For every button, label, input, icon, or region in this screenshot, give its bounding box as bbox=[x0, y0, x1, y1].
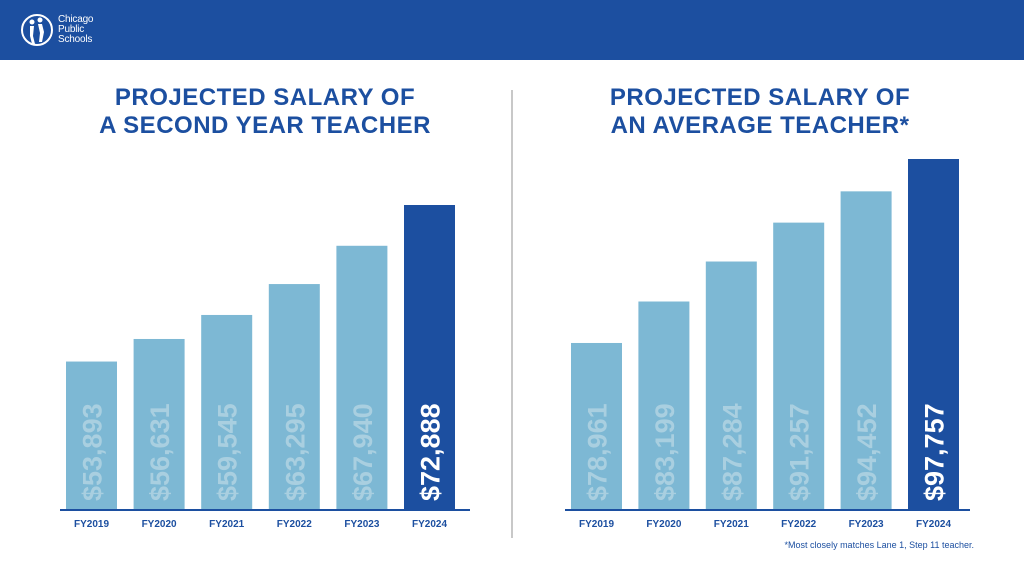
chart-title-average: PROJECTED SALARY OF AN AVERAGE TEACHER* bbox=[520, 84, 1000, 140]
chart-title-line-2: AN AVERAGE TEACHER* bbox=[610, 112, 910, 139]
bar-second-year-fy2024 bbox=[404, 205, 455, 509]
x-tick-label-average: FY2019 bbox=[579, 519, 614, 530]
chart-title-line-1: PROJECTED SALARY OF bbox=[114, 84, 416, 111]
chart-title-line-2: A SECOND YEAR TEACHER bbox=[99, 112, 431, 139]
x-tick-label-second-year: FY2023 bbox=[344, 519, 379, 530]
logo-text: Chicago Public Schools bbox=[58, 15, 93, 45]
cps-logo[interactable]: Chicago Public Schools bbox=[20, 10, 93, 50]
bar-average-fy2020 bbox=[638, 301, 690, 509]
x-tick-label-average: FY2024 bbox=[916, 519, 951, 530]
header-bar: Chicago Public Schools bbox=[0, 0, 1024, 60]
data-label-second-year-fy2023: $67,940 bbox=[348, 403, 378, 501]
bar-second-year-fy2021 bbox=[201, 314, 253, 509]
data-label-second-year-fy2019: $53,893 bbox=[78, 403, 108, 501]
x-tick-label-average: FY2022 bbox=[781, 519, 816, 530]
logo-line-2: Public bbox=[58, 24, 85, 35]
data-label-average-fy2021: $87,284 bbox=[717, 403, 747, 501]
bar-average-fy2022 bbox=[773, 222, 825, 509]
chart-title-line-1: PROJECTED SALARY OF bbox=[609, 84, 911, 111]
bar-average-fy2019 bbox=[571, 342, 622, 509]
x-tick-label-second-year: FY2020 bbox=[142, 519, 177, 530]
footnote: *Most closely matches Lane 1, Step 11 te… bbox=[784, 540, 974, 550]
data-label-second-year-fy2021: $59,545 bbox=[213, 403, 243, 501]
x-tick-label-second-year: FY2021 bbox=[209, 519, 244, 530]
bar-second-year-fy2023 bbox=[336, 245, 388, 509]
data-label-average-fy2020: $83,199 bbox=[650, 403, 680, 501]
data-label-average-fy2023: $94,452 bbox=[852, 403, 882, 501]
bar-second-year-fy2022 bbox=[268, 284, 320, 509]
chart-divider bbox=[511, 90, 513, 538]
bar-second-year-fy2019 bbox=[66, 361, 117, 509]
data-label-second-year-fy2022: $63,295 bbox=[280, 403, 310, 501]
bar-second-year-fy2020 bbox=[133, 338, 185, 509]
data-label-average-fy2024: $97,757 bbox=[920, 403, 950, 501]
data-label-second-year-fy2024: $72,888 bbox=[416, 403, 446, 501]
data-label-average-fy2019: $78,961 bbox=[583, 403, 613, 501]
data-label-average-fy2022: $91,257 bbox=[785, 403, 815, 501]
bar-average-fy2024 bbox=[908, 159, 959, 509]
logo-line-3: Schools bbox=[58, 34, 93, 45]
chart-title-second-year: PROJECTED SALARY OF A SECOND YEAR TEACHE… bbox=[40, 84, 490, 140]
cps-logo-icon bbox=[21, 14, 53, 46]
data-label-second-year-fy2020: $56,631 bbox=[145, 403, 175, 501]
x-tick-label-average: FY2021 bbox=[714, 519, 749, 530]
x-tick-label-average: FY2020 bbox=[646, 519, 681, 530]
x-tick-label-second-year: FY2019 bbox=[74, 519, 109, 530]
bar-average-fy2021 bbox=[705, 261, 757, 509]
bar-average-fy2023 bbox=[840, 191, 892, 509]
x-tick-label-second-year: FY2022 bbox=[277, 519, 312, 530]
logo-line-1: Chicago bbox=[58, 14, 94, 25]
x-tick-label-average: FY2023 bbox=[849, 519, 884, 530]
x-tick-label-second-year: FY2024 bbox=[412, 519, 447, 530]
